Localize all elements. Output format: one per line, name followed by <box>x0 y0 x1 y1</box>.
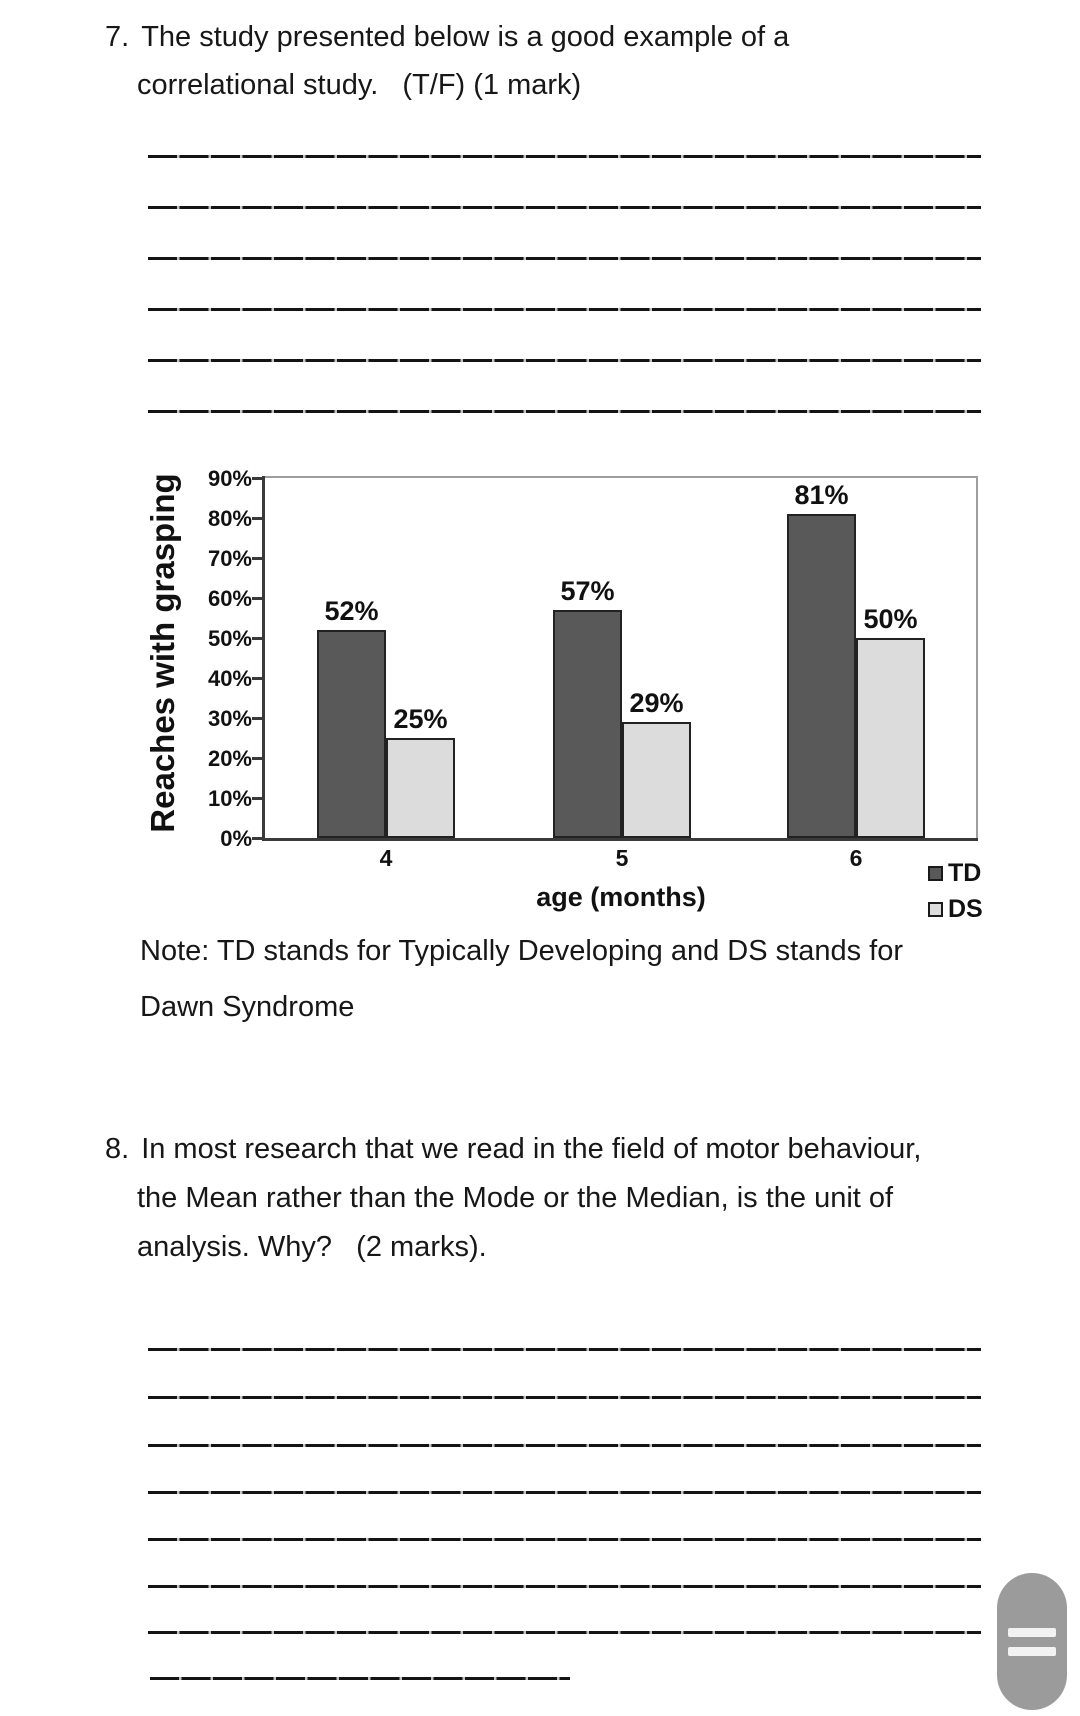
chart-note-line-2: Dawn Syndrome <box>140 991 355 1023</box>
y-tick-mark <box>252 597 264 600</box>
answer-line <box>148 155 981 158</box>
question-8-number: 8. <box>105 1133 130 1165</box>
y-axis-line <box>262 476 265 841</box>
y-tick-mark <box>252 637 264 640</box>
x-axis-title: age (months) <box>536 882 706 912</box>
bar-ds-5 <box>622 722 691 838</box>
legend-label: DS <box>948 895 983 923</box>
scroll-handle-grip-line <box>1008 1627 1056 1637</box>
plot-border-right <box>976 478 978 838</box>
y-tick-label: 80% <box>207 506 252 531</box>
answer-line <box>148 308 981 311</box>
y-tick-mark <box>252 717 264 720</box>
y-tick-mark <box>252 837 264 840</box>
answer-line <box>148 206 981 209</box>
answer-line <box>148 1585 981 1588</box>
y-tick-label: 30% <box>207 706 252 731</box>
y-tick-label: 40% <box>207 666 252 691</box>
y-tick-label: 60% <box>207 586 252 611</box>
bar-chart: 0% 10% 20% 30% 40% 50% 60% 70% 80% 90% 52% 57% 81% 25… <box>144 466 983 923</box>
x-axis-line <box>262 838 978 841</box>
question-7-number: 7. <box>105 21 130 53</box>
answer-line <box>148 410 981 413</box>
y-tick-mark <box>252 557 264 560</box>
answer-line <box>148 1396 981 1399</box>
question-8-line-3: analysis. Why? (2 marks). <box>137 1231 487 1263</box>
legend-label: TD <box>948 859 982 887</box>
bar-value-label: 25% <box>393 704 448 734</box>
legend-swatch-ds <box>928 901 943 917</box>
question-7-line-2: correlational study. (T/F) (1 mark) <box>137 69 582 101</box>
y-tick-label: 10% <box>207 786 252 811</box>
question-8-text: In most research that we read in the fie… <box>141 1133 922 1165</box>
answer-line <box>148 1491 981 1494</box>
x-tick-label: 4 <box>379 845 393 871</box>
bar-td-4 <box>317 630 386 838</box>
bar-ds-4 <box>386 738 455 838</box>
y-tick-label: 20% <box>207 746 252 771</box>
answer-line <box>148 359 981 362</box>
y-tick-label: 90% <box>207 466 252 491</box>
plot-border-top <box>265 476 978 478</box>
question-7-line-1: 7. The study presented below is a good ex… <box>105 20 789 54</box>
answer-line <box>148 1631 981 1634</box>
answer-line <box>148 257 981 260</box>
answer-line <box>148 1444 981 1447</box>
answer-line <box>148 1538 981 1541</box>
bar-ds-6 <box>856 638 925 838</box>
scroll-handle[interactable] <box>997 1573 1067 1710</box>
y-tick-mark <box>252 757 264 760</box>
y-axis-title: Reaches with grasping <box>144 473 181 833</box>
y-tick-mark <box>252 797 264 800</box>
y-tick-label: 70% <box>207 546 252 571</box>
y-tick-label: 0% <box>220 826 252 851</box>
answer-line-short <box>150 1677 570 1680</box>
question-8-line-2: the Mean rather than the Mode or the Med… <box>137 1182 894 1214</box>
legend-swatch-td <box>928 865 943 881</box>
bar-value-label: 57% <box>560 576 615 606</box>
x-tick-label: 5 <box>615 845 629 871</box>
y-tick-mark <box>252 517 264 520</box>
answer-line <box>148 1348 981 1351</box>
bar-td-5 <box>553 610 622 838</box>
question-8-line-1: 8. In most research that we read in the f… <box>105 1132 921 1166</box>
scroll-handle-grip-line <box>1008 1646 1056 1656</box>
chart-note-line-1: Note: TD stands for Typically Developing… <box>140 935 903 967</box>
bar-value-label: 81% <box>794 480 849 510</box>
legend-item-td: TD <box>928 859 982 887</box>
bar-value-label: 52% <box>324 596 379 626</box>
bar-value-label: 50% <box>863 604 918 634</box>
bar-value-label: 29% <box>629 688 684 718</box>
y-tick-label: 50% <box>207 626 252 651</box>
legend-item-ds: DS <box>928 895 983 923</box>
question-7-text: The study presented below is a good exam… <box>141 21 790 53</box>
y-tick-mark <box>252 477 264 480</box>
x-tick-label: 6 <box>849 845 863 871</box>
y-tick-mark <box>252 677 264 680</box>
bar-td-6 <box>787 514 856 838</box>
